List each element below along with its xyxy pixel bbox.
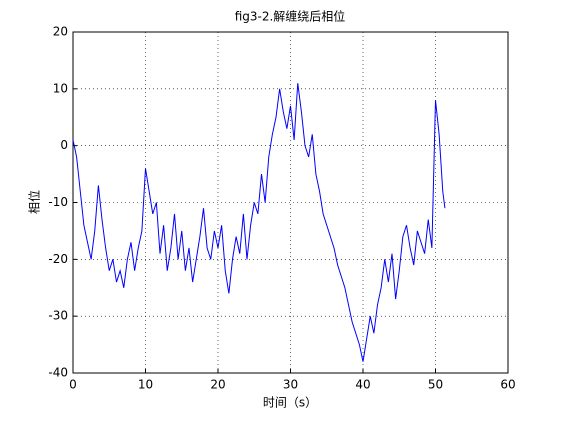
x-axis-label: 时间（s）	[263, 396, 317, 410]
y-tick-label: 10	[53, 81, 68, 95]
data-line	[72, 83, 446, 362]
x-tick-label: 20	[210, 378, 225, 392]
x-tick-label: 40	[355, 378, 370, 392]
y-tick-label: -20	[48, 252, 68, 266]
y-tick-label: -30	[48, 309, 68, 323]
y-axis-label: 相位	[27, 190, 42, 214]
y-tick-label: -10	[48, 195, 68, 209]
x-tick-label: 50	[428, 378, 443, 392]
y-tick-label: 20	[53, 25, 68, 39]
y-tick-label: -40	[48, 366, 68, 380]
plot-frame	[72, 31, 509, 374]
x-tick-label: 60	[500, 378, 515, 392]
x-tick-label: 0	[69, 378, 77, 392]
x-tick-label: 30	[283, 378, 298, 392]
chart-title: fig3-2.解缠绕后相位	[235, 9, 346, 24]
y-tick-label: 0	[60, 138, 68, 152]
x-tick-label: 10	[138, 378, 153, 392]
